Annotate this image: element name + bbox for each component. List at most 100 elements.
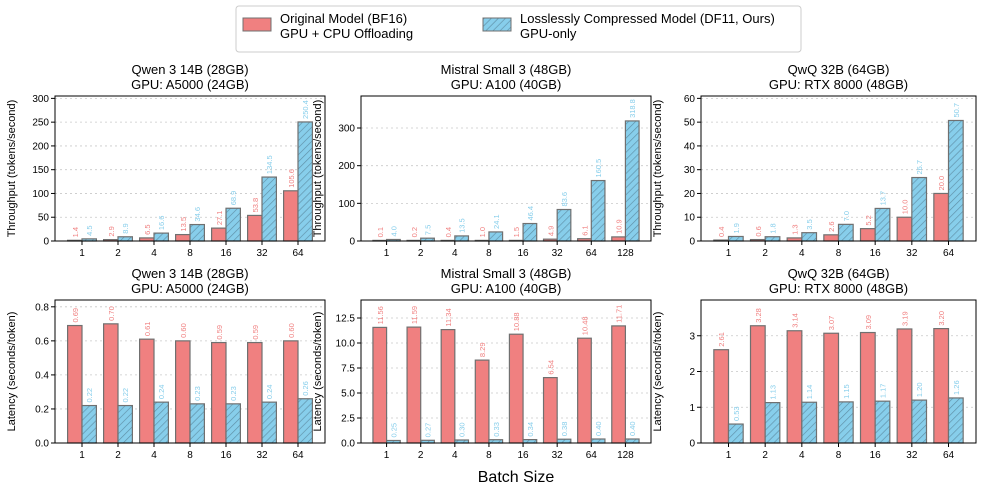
x-tick-label: 1 <box>79 248 85 259</box>
data-label: 4.9 <box>546 226 555 236</box>
x-tick-label: 1 <box>726 450 732 461</box>
panel-title: Qwen 3 14B (28GB) GPU: A5000 (24GB) <box>131 62 249 92</box>
x-tick-label: 2 <box>418 450 424 461</box>
data-label: 0.69 <box>71 308 80 323</box>
bar-compressed <box>727 423 744 444</box>
data-label: 0.25 <box>389 423 398 438</box>
y-axis-label: Throughput (tokens/second) <box>312 100 324 238</box>
y-tick-label: 40 <box>684 141 696 152</box>
x-tick-label: 1 <box>726 248 732 259</box>
bar-original <box>896 328 913 444</box>
x-tick-label: 64 <box>943 248 955 259</box>
y-tick-label: 100 <box>32 189 49 200</box>
bar-original <box>139 338 155 444</box>
y-tick-label: 250 <box>32 118 49 129</box>
x-tick-label: 1 <box>384 450 390 461</box>
y-tick-label: 0.0 <box>35 439 49 450</box>
bar-compressed <box>522 439 538 444</box>
bar-compressed <box>261 176 277 242</box>
x-tick-label: 8 <box>187 450 193 461</box>
bar-original <box>247 341 263 444</box>
legend-swatch-original <box>242 17 272 32</box>
bar-compressed <box>522 222 538 242</box>
bar-compressed <box>556 208 572 242</box>
data-label: 34.6 <box>193 207 202 222</box>
bar-compressed <box>261 401 277 444</box>
bar-original <box>896 216 913 242</box>
bar-original <box>542 377 558 444</box>
bar-compressed <box>947 119 964 242</box>
bar-original <box>859 331 876 444</box>
y-tick-label: 2.5 <box>341 414 355 425</box>
bar-compressed <box>911 176 928 242</box>
x-tick-label: 8 <box>836 248 842 259</box>
bar-original <box>823 234 840 242</box>
data-label: 0.60 <box>287 323 296 338</box>
legend: Original Model (BF16) GPU + CPU Offloadin… <box>235 5 802 53</box>
data-label: 11.34 <box>444 308 453 326</box>
bar-compressed <box>801 401 818 444</box>
bar-original <box>102 323 119 444</box>
data-label: 53.8 <box>251 198 260 213</box>
bar-compressed <box>225 207 241 242</box>
panel-frame <box>700 95 977 242</box>
chart-panel-4: Qwen 3 14B (28GB) GPU: A5000 (24GB) 0.0 0.2… <box>6 266 326 461</box>
data-label: 8.29 <box>478 342 487 357</box>
x-tick-label: 4 <box>452 248 458 259</box>
data-label: 46.4 <box>526 206 535 221</box>
bar-compressed <box>590 179 606 242</box>
data-label: 8.9 <box>121 223 130 233</box>
bar-compressed <box>590 438 606 444</box>
data-label: 1.13 <box>769 385 778 400</box>
data-label: 2.6 <box>827 221 836 231</box>
bar-original <box>440 329 456 444</box>
x-tick-label: 64 <box>292 450 304 461</box>
bar-original <box>749 325 766 444</box>
y-tick-label: 10.0 <box>336 339 356 350</box>
y-tick-label: 200 <box>32 141 49 152</box>
data-label: 6.5 <box>143 224 152 234</box>
data-label: 1.4 <box>71 227 80 237</box>
y-tick-label: 50 <box>38 213 50 224</box>
bar-original <box>406 326 422 444</box>
data-label: 10.48 <box>580 316 589 335</box>
bar-compressed <box>189 403 205 444</box>
y-axis-label: Latency (seconds/token) <box>6 312 18 432</box>
bar-original <box>247 214 263 242</box>
y-tick-label: 5.0 <box>341 389 355 400</box>
bar-compressed <box>117 236 133 242</box>
x-tick-label: 8 <box>486 450 492 461</box>
y-tick-label: 0.8 <box>35 302 49 313</box>
bar-compressed <box>911 399 928 444</box>
y-axis-label: Latency (seconds/token) <box>312 312 324 432</box>
bar-original <box>713 349 730 444</box>
data-label: 6.1 <box>580 225 589 235</box>
y-tick-label: 300 <box>32 94 49 105</box>
x-tick-label: 32 <box>552 248 564 259</box>
y-tick-label: 12.5 <box>336 314 356 325</box>
bar-compressed <box>225 403 241 444</box>
x-tick-label: 64 <box>943 450 955 461</box>
x-tick-label: 1 <box>384 248 390 259</box>
y-tick-label: 300 <box>338 124 355 135</box>
x-tick-label: 32 <box>256 248 268 259</box>
x-tick-label: 4 <box>151 450 157 461</box>
data-label: 0.33 <box>492 422 501 437</box>
panel-frame <box>360 95 652 242</box>
x-tick-label: 32 <box>906 248 918 259</box>
data-label: 0.26 <box>301 381 310 396</box>
data-label: 0.70 <box>107 306 116 321</box>
bar-compressed <box>624 120 640 242</box>
y-tick-label: 0.0 <box>341 439 355 450</box>
data-label: 0.27 <box>424 423 433 438</box>
x-tick-label: 2 <box>762 248 768 259</box>
data-label: 160.5 <box>594 159 603 178</box>
legend-label-compressed: Losslessly Compressed Model (DF11, Ours)… <box>520 11 775 41</box>
chart-panels: Qwen 3 14B (28GB) GPU: A5000 (24GB)050100… <box>6 62 977 461</box>
data-label: 105.6 <box>287 169 296 188</box>
bar-compressed <box>874 207 891 242</box>
bar-original <box>859 228 876 242</box>
data-label: 0.1 <box>376 227 385 237</box>
bar-compressed <box>764 236 781 242</box>
data-label: 1.9 <box>732 223 741 233</box>
